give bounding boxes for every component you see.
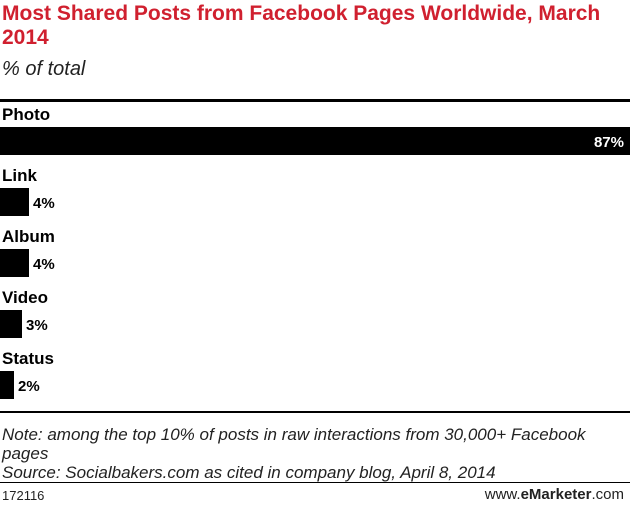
category-label-video: Video	[2, 288, 48, 307]
brand-name: eMarketer	[520, 486, 592, 503]
category-label-link: Link	[2, 166, 37, 185]
bar-album	[0, 249, 29, 277]
notes-rule	[0, 411, 630, 413]
chart-notes: Note: among the top 10% of posts in raw …	[2, 425, 622, 482]
footer-rule	[0, 482, 630, 483]
brand-prefix: www.	[484, 486, 521, 503]
value-label-photo: 87%	[594, 134, 624, 151]
source-text: Source: Socialbakers.com as cited in com…	[2, 463, 496, 482]
bar-link	[0, 188, 29, 216]
category-label-album: Album	[2, 227, 55, 246]
category-label-status: Status	[2, 349, 54, 368]
brand-logo[interactable]: www.eMarketer.com	[485, 486, 624, 503]
bar-photo	[0, 127, 630, 155]
note-text: Note: among the top 10% of posts in raw …	[2, 425, 586, 463]
chart-subtitle: % of total	[2, 58, 86, 80]
bar-status	[0, 371, 14, 399]
category-label-photo: Photo	[2, 105, 50, 124]
chart-id: 172116	[2, 488, 45, 503]
chart-title: Most Shared Posts from Facebook Pages Wo…	[2, 2, 601, 49]
bar-chart: Photo 87% Link 4% Album 4% Video 3% Status 2%	[0, 105, 630, 399]
value-label-link: 4%	[33, 195, 55, 212]
top-rule	[0, 99, 630, 102]
value-label-album: 4%	[33, 256, 55, 273]
value-label-video: 3%	[26, 317, 48, 334]
bar-video	[0, 310, 22, 338]
brand-suffix: .com	[591, 486, 624, 503]
value-label-status: 2%	[18, 378, 40, 395]
